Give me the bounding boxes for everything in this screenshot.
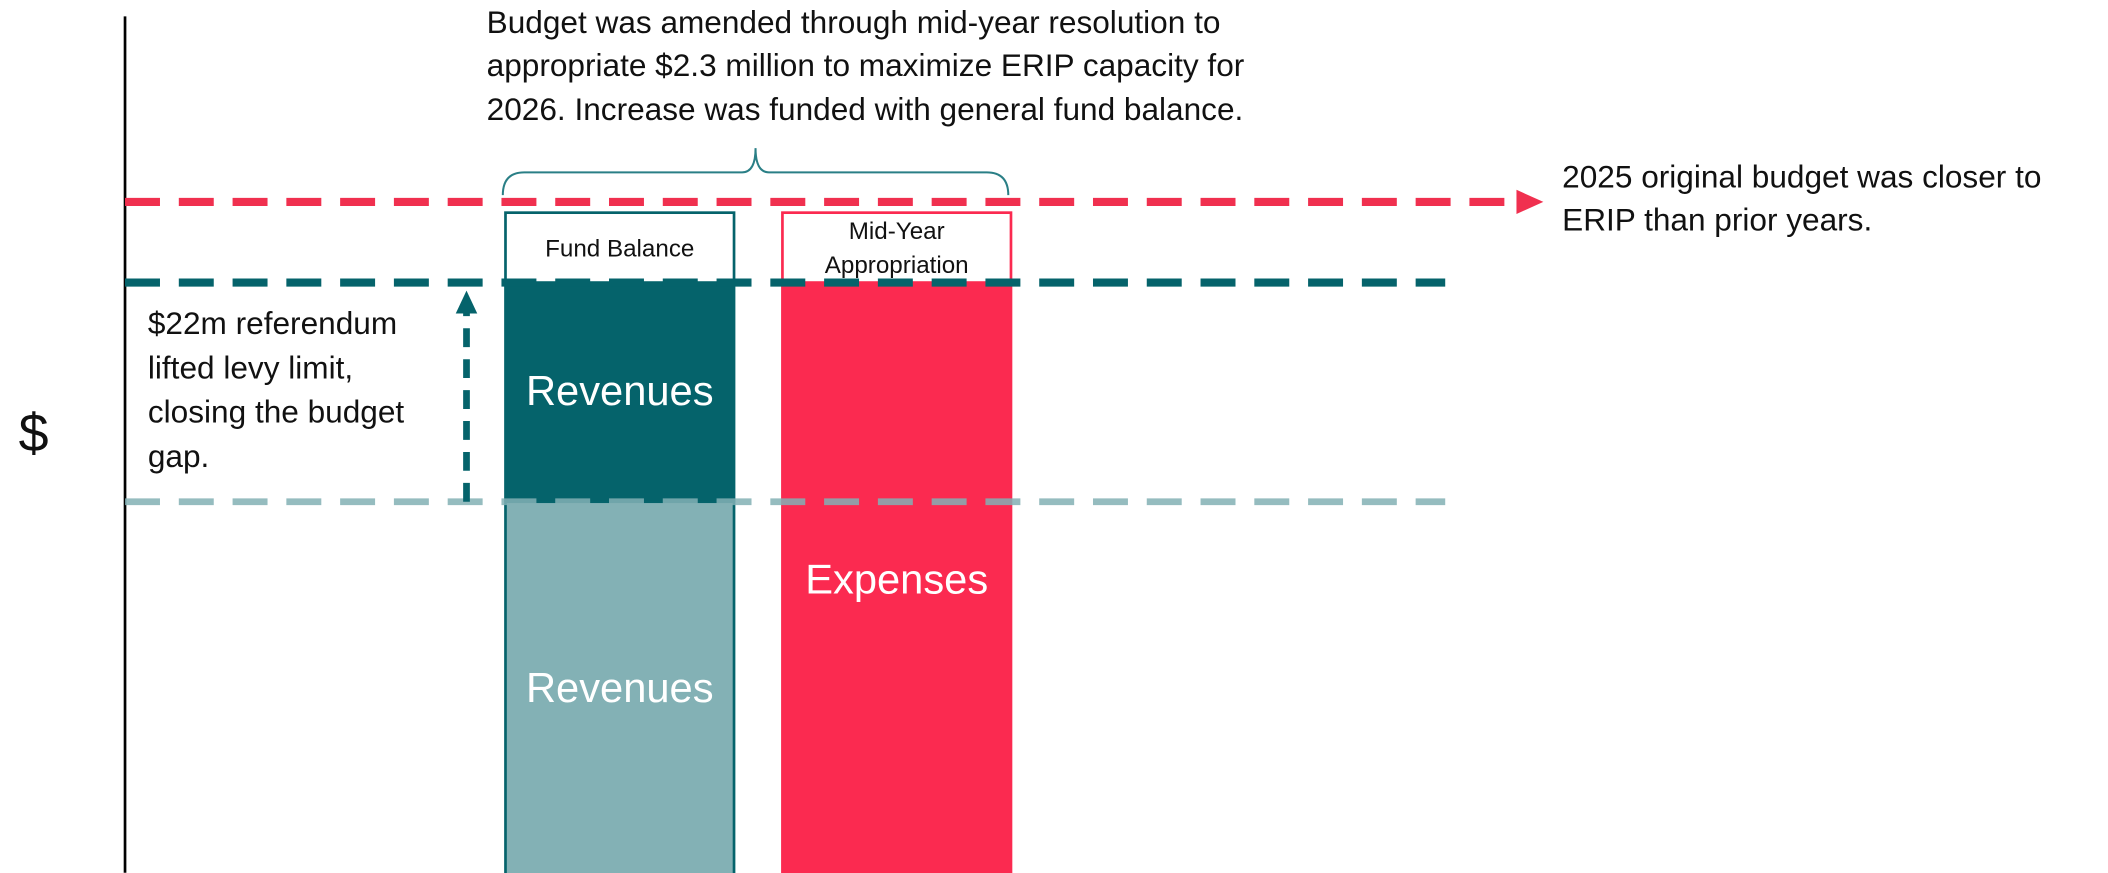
- revenue-segment-new: [504, 282, 736, 502]
- arrow-head: [1516, 189, 1544, 215]
- segment-label: Expenses: [805, 555, 988, 602]
- segment-label: Revenues: [526, 367, 714, 414]
- top-note: Budget was amended through mid-year reso…: [487, 4, 1221, 40]
- left-note: lifted levy limit,: [148, 349, 353, 385]
- top-note: appropriate $2.3 million to maximize ERI…: [487, 47, 1245, 83]
- box-label: Mid-Year: [849, 218, 945, 245]
- right-note: ERIP than prior years.: [1562, 201, 1872, 237]
- box-label: Fund Balance: [545, 236, 694, 263]
- left-note: $22m referendum: [148, 305, 397, 341]
- top-note: 2026. Increase was funded with general f…: [487, 91, 1244, 127]
- expense-bar: [781, 282, 1013, 873]
- box-label: Appropriation: [825, 252, 969, 279]
- segment-label: Revenues: [526, 664, 714, 711]
- appropriation-box: [781, 211, 1013, 284]
- axis-label: $: [19, 403, 49, 463]
- fund-balance-box: [504, 211, 736, 284]
- right-note: 2025 original budget was closer to: [1562, 158, 2041, 194]
- arrow-head: [455, 290, 478, 314]
- left-note: gap.: [148, 438, 209, 474]
- brace: [501, 148, 1010, 196]
- left-note: closing the budget: [148, 394, 405, 430]
